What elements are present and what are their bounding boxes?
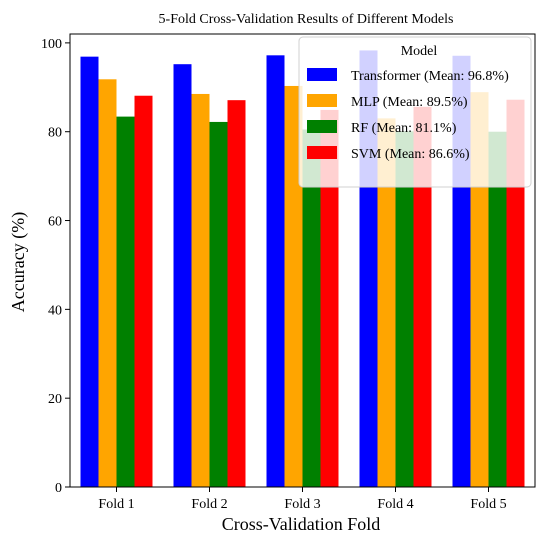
bar-1-1 [80, 56, 99, 488]
bar-2-4 [377, 118, 396, 487]
bar-1-3 [266, 55, 285, 487]
bar-4-3 [320, 109, 339, 487]
bar-3-2 [209, 121, 228, 487]
x-tick-label-2: Fold 2 [191, 497, 227, 512]
bars-group [80, 50, 525, 488]
chart-title: 5-Fold Cross-Validation Results of Diffe… [159, 12, 454, 27]
legend-label-1: Transformer (Mean: 96.8%) [351, 69, 509, 84]
bar-3-3 [302, 129, 321, 487]
bar-3-5 [488, 131, 507, 488]
bar-3-4 [395, 131, 414, 487]
y-tick-label-4: 60 [48, 215, 62, 230]
legend-swatch-4 [307, 146, 337, 159]
x-tick-label-1: Fold 1 [98, 497, 134, 512]
y-tick-label-1: 0 [55, 481, 62, 496]
bar-3-1 [116, 116, 135, 487]
bar-4-4 [413, 106, 432, 487]
bar-4-2 [227, 100, 246, 488]
y-axis-label: Accuracy (%) [8, 212, 29, 312]
x-tick-label-4: Fold 4 [377, 497, 413, 512]
bar-2-5 [470, 92, 489, 487]
y-tick-label-5: 80 [48, 126, 62, 141]
bar-4-1 [134, 95, 153, 487]
y-tick-label-6: 100 [41, 37, 62, 52]
x-axis-label: Cross-Validation Fold [222, 514, 381, 534]
bar-4-5 [506, 99, 525, 488]
y-tick-label-3: 40 [48, 303, 62, 318]
bar-1-2 [173, 64, 192, 487]
legend-title: Model [401, 44, 438, 59]
legend-box [298, 36, 532, 188]
legend: Model Transformer (Mean: 96.8%) MLP (Mean:… [298, 36, 532, 188]
legend-swatch-3 [307, 120, 337, 133]
bar-2-3 [284, 85, 303, 487]
legend-swatch-1 [307, 68, 337, 81]
legend-label-4: SVM (Mean: 86.6%) [351, 147, 470, 162]
axes-group: 0 20 40 60 80 100 Fold 1 Fold 2 Fold 3 Fold 4 Fold… [41, 33, 536, 512]
x-tick-label-5: Fold 5 [470, 497, 506, 512]
legend-label-3: RF (Mean: 81.1%) [351, 121, 457, 136]
legend-swatch-2 [307, 94, 337, 107]
bar-2-1 [98, 79, 117, 488]
legend-label-2: MLP (Mean: 89.5%) [351, 95, 468, 110]
x-tick-label-3: Fold 3 [284, 497, 320, 512]
y-tick-label-2: 20 [48, 392, 62, 407]
bar-2-2 [191, 93, 210, 488]
